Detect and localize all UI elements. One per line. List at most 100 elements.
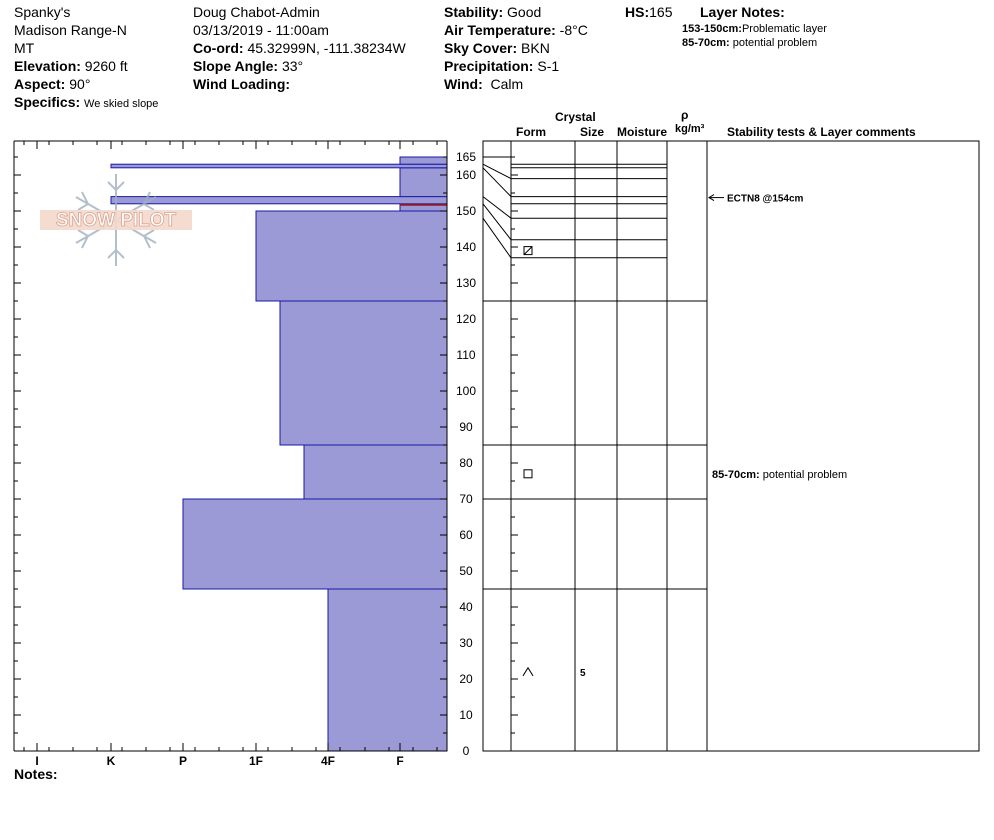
mountain-range: Madison Range-N — [14, 22, 127, 38]
stability-value: Good — [507, 4, 542, 20]
hs-value: 165 — [649, 4, 673, 20]
layer-note-range: 153-150cm: — [682, 23, 742, 35]
crystal-symbols: 5 — [522, 246, 586, 679]
coord-label: Co-ord: — [193, 40, 244, 56]
precip-value: S-1 — [537, 58, 560, 74]
wind-loading: Wind Loading: — [193, 75, 290, 93]
depth-hoar-icon — [522, 666, 534, 677]
y-tick-label: 20 — [459, 672, 473, 686]
layer-comment-range: 85-70cm: — [712, 469, 763, 481]
hardness-bar — [303, 444, 448, 500]
y-tick-label: 30 — [459, 636, 473, 650]
chart-frames — [13, 140, 980, 752]
wind-value: Calm — [490, 76, 524, 92]
hardness-bar — [399, 167, 448, 198]
specifics-label: Specifics: — [14, 94, 81, 110]
layer-note-range: 85-70cm: — [682, 37, 730, 49]
y-axis-labels: 0 10 20 30 40 50 60 70 80 90 100 110 120 130 140 150 160… — [456, 150, 476, 758]
layer-notes-title: Layer Notes: — [700, 4, 785, 20]
faceted-icon — [523, 469, 533, 479]
hardness-bar — [399, 156, 448, 165]
layer-comment-text: potential problem — [763, 469, 847, 481]
hardness-bar — [182, 498, 448, 590]
aspect-label: Aspect: — [14, 76, 66, 92]
crystal-size-label: 5 — [580, 668, 586, 679]
faceted-rounded-icon — [523, 246, 533, 256]
y-tick-label: 140 — [456, 240, 476, 254]
layer-connector — [482, 217, 512, 259]
stability: Stability: Good — [444, 3, 541, 21]
hardness-axis-labels: I K P 1F 4F F — [35, 754, 403, 768]
y-tick-label: 130 — [456, 276, 476, 290]
y-tick-label: 165 — [456, 150, 476, 164]
sky-label: Sky Cover: — [444, 40, 518, 56]
arrowhead-icon — [708, 194, 715, 202]
y-tick-label: 0 — [463, 744, 470, 758]
hardness-label: 4F — [321, 754, 335, 768]
elevation-value: 9260 ft — [84, 58, 128, 74]
logo-banner — [40, 210, 192, 230]
slope-value: 33° — [281, 58, 304, 74]
layer-note-text: potential problem — [732, 37, 818, 49]
y-tick-label: 50 — [459, 564, 473, 578]
layer-connector — [482, 196, 512, 219]
precipitation: Precipitation: S-1 — [444, 57, 559, 75]
hs-label: HS: — [625, 4, 650, 20]
hardness-label: K — [107, 754, 116, 768]
stability-comments-header: Stability tests & Layer comments — [727, 125, 916, 139]
y-tick-label: 160 — [456, 168, 476, 182]
slope-angle: Slope Angle: 33° — [193, 57, 303, 75]
sky-value: BKN — [521, 40, 550, 56]
wind-label: Wind: — [444, 76, 483, 92]
y-tick-label: 40 — [459, 600, 473, 614]
hardness-bar — [110, 163, 448, 169]
y-tick-label: 100 — [456, 384, 476, 398]
layer-connector — [482, 163, 512, 180]
coordinates: Co-ord: 45.32999N, -111.38234W — [193, 39, 406, 57]
hardness-bar — [255, 210, 448, 302]
notes-label: Notes: — [14, 766, 58, 782]
coord-value: 45.32999N, -111.38234W — [247, 40, 406, 56]
density-unit: kg/m³ — [675, 123, 705, 135]
hardness-layers — [110, 156, 448, 752]
hardness-label: I — [35, 754, 38, 768]
size-header: Size — [580, 125, 605, 139]
hardness-label: 1F — [249, 754, 263, 768]
y-tick-label: 80 — [459, 456, 473, 470]
wind: Wind: Calm — [444, 75, 523, 93]
tick-marks — [14, 141, 518, 752]
specifics: Specifics: We skied slope — [14, 93, 158, 113]
stability-annotations: ECTN8 @154cm 85-70cm: potential problem — [708, 194, 847, 481]
stratigraphy-table — [483, 156, 707, 590]
stability-label: Stability: — [444, 4, 504, 20]
aspect: Aspect: 90° — [14, 75, 90, 93]
location-name: Spanky's — [14, 4, 71, 20]
wind-loading-label: Wind Loading: — [193, 76, 291, 92]
faceted-rounded-diagonal — [523, 246, 533, 255]
layer-connector — [482, 203, 512, 241]
y-tick-label: 150 — [456, 204, 476, 218]
airtemp-value: -8°C — [559, 22, 588, 38]
hardness-bar — [327, 588, 448, 752]
layer-note: 153-150cm:Problematic layer — [682, 22, 827, 36]
y-tick-label: 10 — [459, 708, 473, 722]
airtemp-label: Air Temperature: — [444, 22, 556, 38]
snowpilot-logo: SNOW PILOT — [40, 174, 192, 266]
slope-label: Slope Angle: — [193, 58, 279, 74]
state: MT — [14, 40, 35, 56]
observer: Doug Chabot-Admin — [193, 4, 320, 20]
form-header: Form — [516, 125, 546, 139]
y-tick-label: 70 — [459, 492, 473, 506]
air-temperature: Air Temperature: -8°C — [444, 21, 588, 39]
right-table-frame — [482, 140, 980, 752]
observation-datetime: 03/13/2019 - 11:00am — [193, 22, 329, 38]
logo-text: SNOW PILOT — [56, 210, 177, 231]
hardness-label: F — [396, 754, 403, 768]
aspect-value: 90° — [69, 76, 91, 92]
specifics-value: We skied slope — [84, 98, 159, 110]
layer-note-text: Problematic layer — [741, 23, 827, 35]
layer-comment: 85-70cm: potential problem — [712, 469, 847, 481]
y-tick-label: 90 — [459, 420, 473, 434]
elevation: Elevation: 9260 ft — [14, 57, 128, 75]
hardness-bar — [279, 300, 448, 446]
